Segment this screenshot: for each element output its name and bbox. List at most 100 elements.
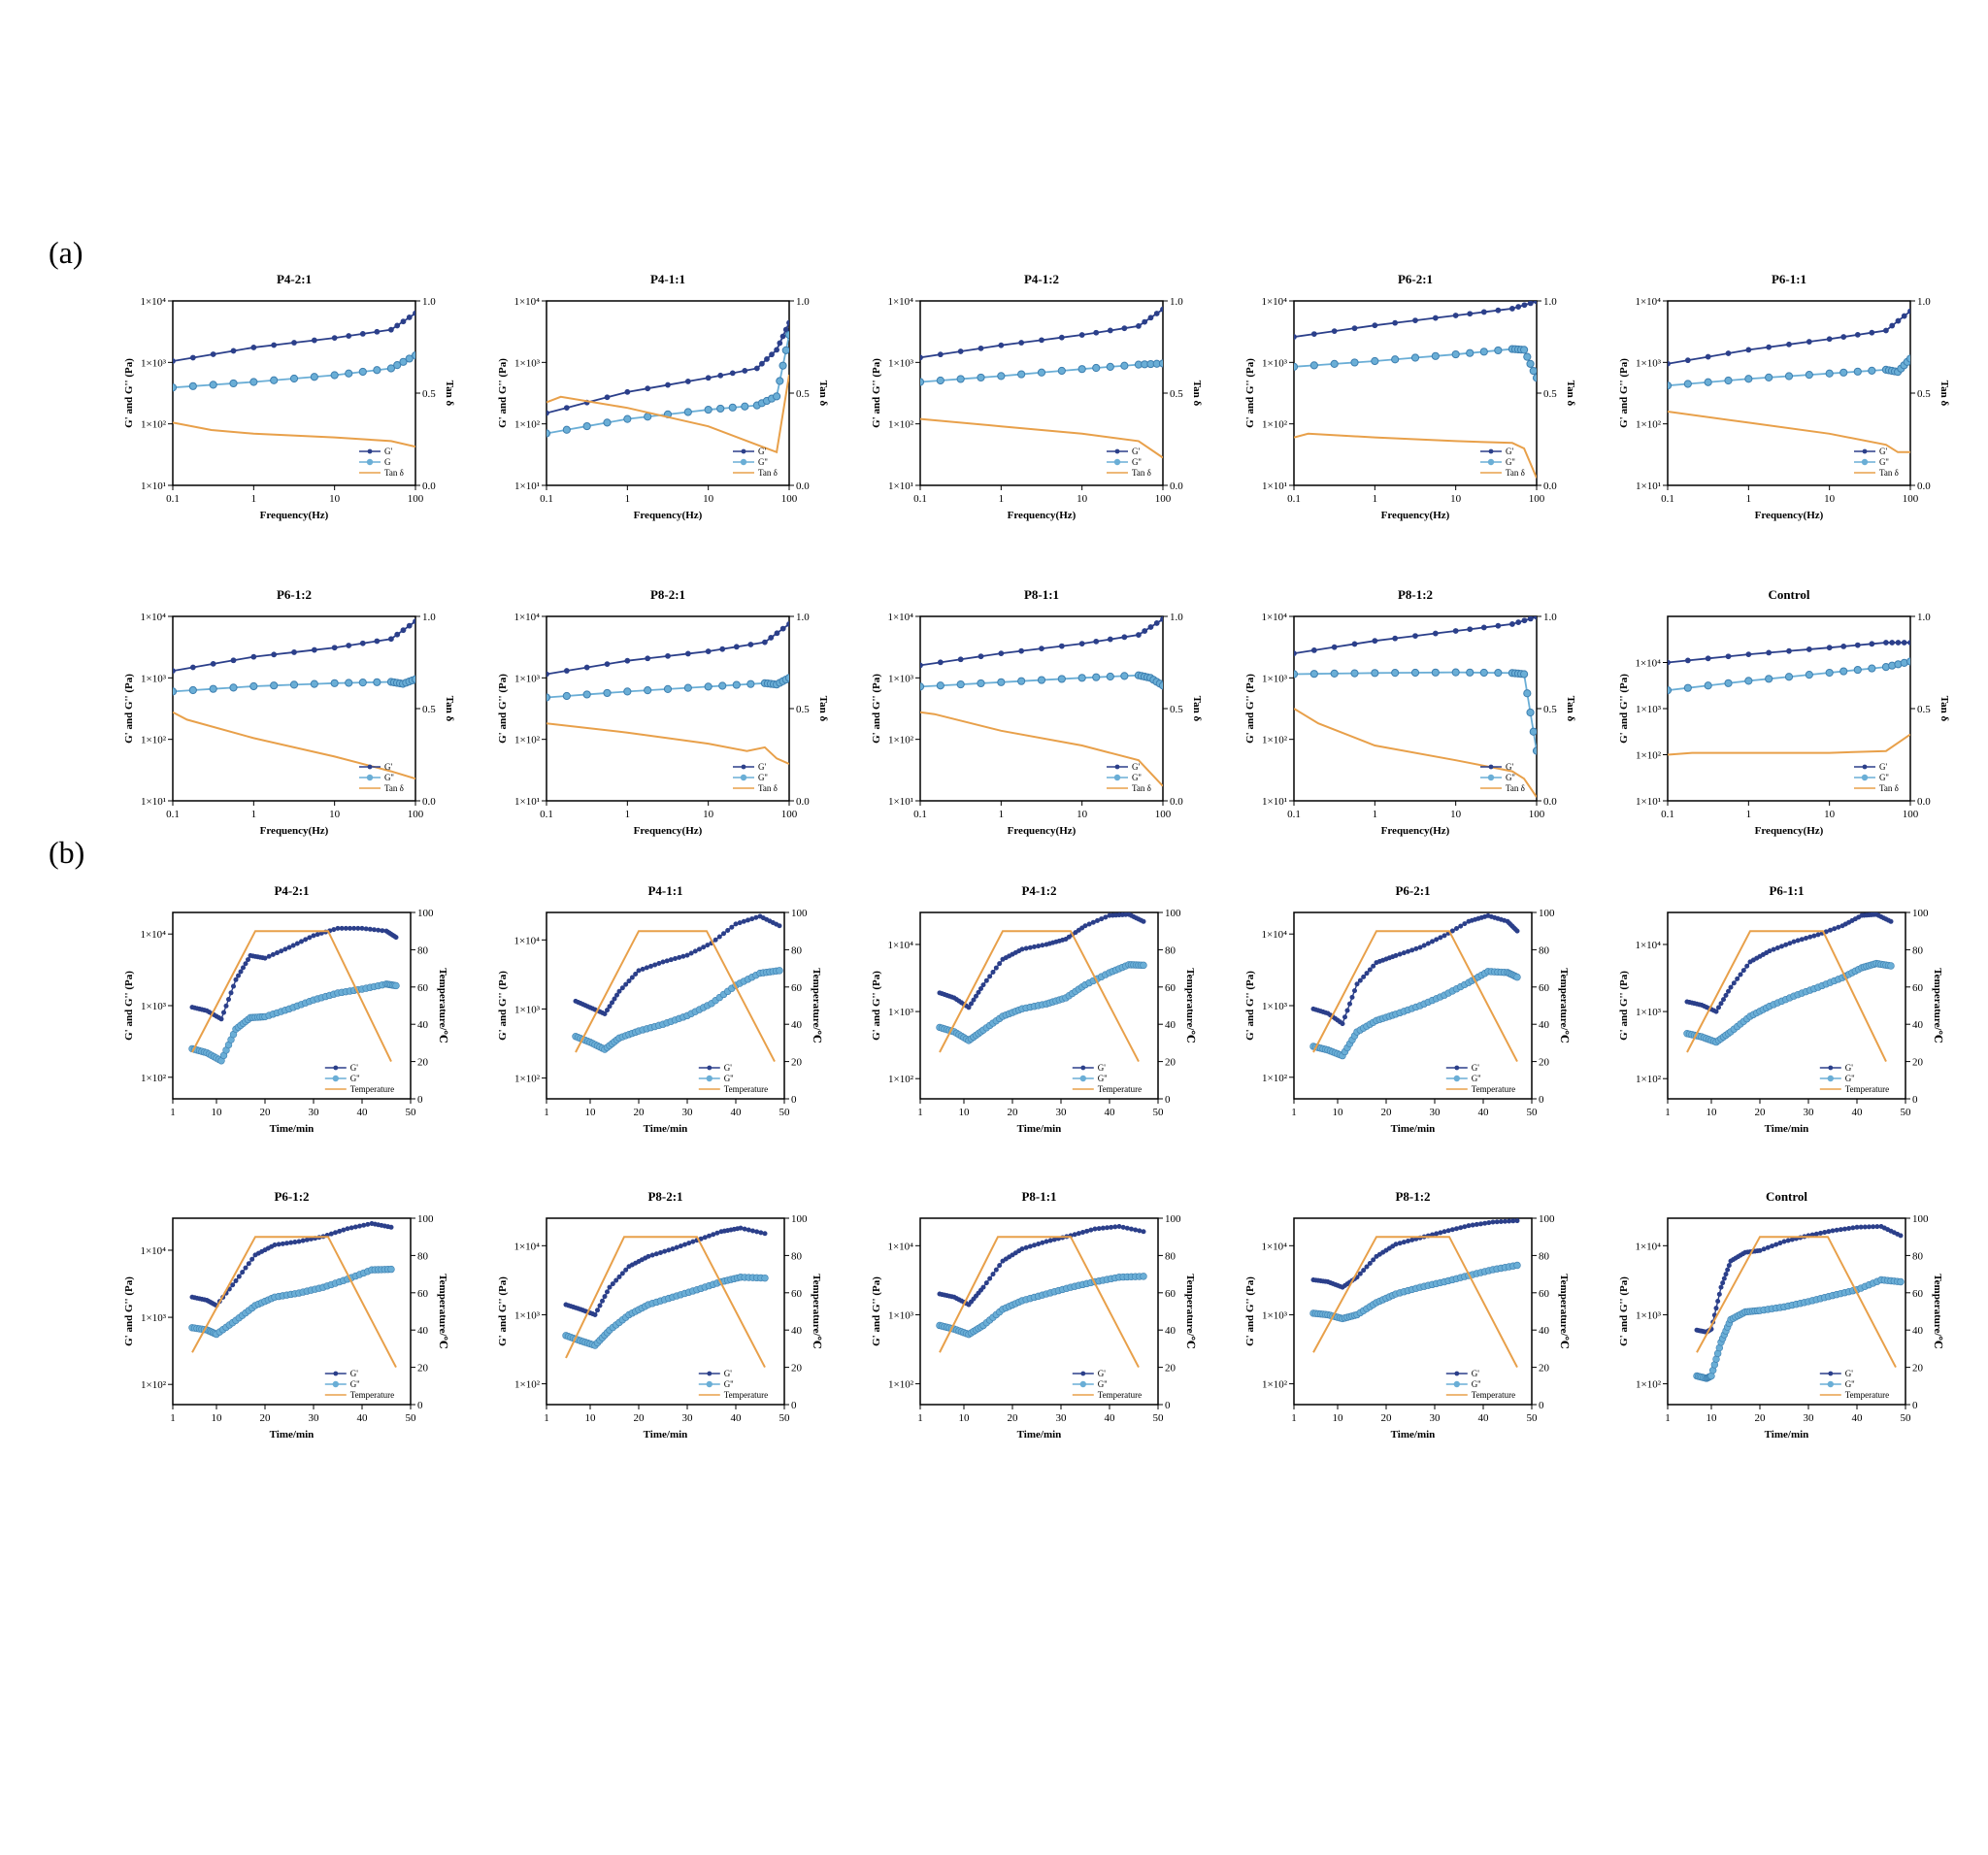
g-double-prime-marker <box>936 376 944 385</box>
legend-label: Temperature <box>1845 1390 1889 1400</box>
g-prime-marker <box>1806 646 1812 652</box>
series-tan-line <box>1294 708 1537 798</box>
chart-title: P8-2:1 <box>647 1189 682 1204</box>
y2-tick-label: 20 <box>1912 1057 1924 1069</box>
g-prime-marker <box>1432 315 1439 321</box>
g-prime-marker <box>1401 950 1407 956</box>
g-prime-marker <box>1072 1232 1077 1238</box>
y-tick-label: 1×10⁴ <box>1635 658 1661 670</box>
g-prime-marker <box>1781 1239 1787 1244</box>
g-double-prime-marker <box>761 1274 769 1282</box>
g-prime-marker <box>1840 334 1847 340</box>
g-prime-marker <box>604 1289 610 1295</box>
y-tick-label: 1×10² <box>141 1379 167 1391</box>
y-tick-label: 1×10² <box>888 419 914 431</box>
legend-label: G' <box>384 762 392 772</box>
plot-area <box>173 310 415 448</box>
g-prime-marker <box>296 1239 302 1244</box>
legend-marker <box>1861 774 1869 781</box>
y2-tick-label: 1.0 <box>1917 612 1931 623</box>
g-prime-marker <box>1392 635 1399 642</box>
legend-marker <box>366 458 374 466</box>
g-prime-marker <box>717 372 724 379</box>
y2-tick-label: 60 <box>1539 1288 1550 1300</box>
y2-tick-label: 60 <box>417 1288 429 1300</box>
y-tick-label: 1×10³ <box>1636 704 1662 715</box>
g-prime-marker <box>1494 1219 1500 1225</box>
legend-marker <box>740 774 747 781</box>
g-prime-marker <box>331 645 338 651</box>
g-double-prime-marker <box>1057 366 1066 376</box>
g-prime-marker <box>1449 1227 1455 1233</box>
g-double-prime-marker <box>188 381 197 390</box>
series-g-prime-line <box>547 322 789 414</box>
g-prime-marker <box>1142 628 1148 634</box>
g-prime-marker <box>971 997 977 1003</box>
g-double-prime-marker <box>386 364 396 373</box>
g-prime-marker <box>786 621 789 627</box>
g-prime-marker <box>1040 1240 1045 1245</box>
g-prime-marker <box>388 326 394 333</box>
y-axis-title: G' and G'' (Pa) <box>1244 971 1256 1041</box>
g-prime-marker <box>987 1275 993 1281</box>
y2-tick-label: 20 <box>791 1363 803 1375</box>
g-prime-marker <box>1409 947 1415 953</box>
plot-area <box>1294 616 1537 798</box>
x-tick-label: 10 <box>703 493 714 505</box>
legend-marker <box>1080 1371 1086 1376</box>
g-prime-marker <box>298 939 304 944</box>
y2-axis-title: Tan δ <box>817 696 829 722</box>
series-tan-line <box>547 374 789 454</box>
g-prime-marker <box>705 943 711 948</box>
g-prime-marker <box>1889 640 1896 646</box>
g-prime-marker <box>1372 322 1378 329</box>
plot-frame <box>546 911 785 1100</box>
g-prime-marker <box>681 1242 687 1247</box>
series-temperature-line <box>575 930 776 1063</box>
g-prime-marker <box>1019 1246 1025 1252</box>
g-prime-marker <box>1715 1298 1721 1304</box>
g-prime-marker <box>746 1227 751 1233</box>
y2-tick-label: 0.0 <box>1917 796 1931 808</box>
chart-a3: P4-1:2 0.1 1 10 100 1×10¹ 1×10² 1×10³ 1×10⁴ 0.0 0.… <box>871 272 1203 521</box>
g-prime-marker <box>1883 327 1889 334</box>
g-prime-marker <box>339 925 345 931</box>
g-double-prime-marker <box>1526 359 1535 368</box>
x-tick-label: 10 <box>959 1412 971 1424</box>
g-prime-marker <box>998 650 1005 657</box>
series-temperature-line <box>939 930 1140 1063</box>
y2-tick-label: 60 <box>1165 1288 1176 1300</box>
g-prime-marker <box>1039 337 1044 344</box>
g-prime-marker <box>1466 1223 1472 1229</box>
y-tick-label: 1×10⁴ <box>1635 1241 1661 1252</box>
y-tick-label: 1×10² <box>1262 735 1288 746</box>
g-double-prime-marker <box>1309 670 1318 679</box>
g-prime-marker <box>1109 1224 1114 1230</box>
g-prime-marker <box>1725 1267 1731 1273</box>
x-axis-title: Frequency(Hz) <box>634 825 703 837</box>
g-prime-marker <box>774 630 780 637</box>
g-prime-marker <box>363 926 369 932</box>
g-prime-marker <box>394 631 401 638</box>
y2-tick-label: 0.0 <box>422 480 436 492</box>
x-tick-label: 40 <box>357 1107 369 1118</box>
g-prime-marker <box>1510 1218 1516 1224</box>
y2-tick-label: 20 <box>417 1057 429 1069</box>
g-prime-marker <box>1482 1220 1488 1226</box>
legend-label: G' <box>1845 1369 1853 1378</box>
g-prime-marker <box>1901 640 1907 646</box>
g-double-prime-marker <box>1077 674 1086 682</box>
legend-label: G'' <box>1132 773 1142 782</box>
chart-title: P6-2:1 <box>1398 272 1433 286</box>
g-prime-marker <box>343 925 348 931</box>
plot-frame <box>546 300 790 486</box>
g-prime-marker <box>968 1001 974 1007</box>
y-tick-label: 1×10³ <box>1262 673 1288 684</box>
g-prime-marker <box>292 1240 298 1245</box>
y2-tick-label: 60 <box>1539 982 1550 994</box>
g-prime-marker <box>1454 926 1460 932</box>
legend-label: Temperature <box>724 1390 768 1400</box>
x-axis-title: Time/min <box>644 1123 688 1135</box>
plot-frame <box>1293 615 1538 802</box>
x-tick-label: 30 <box>1056 1412 1068 1424</box>
